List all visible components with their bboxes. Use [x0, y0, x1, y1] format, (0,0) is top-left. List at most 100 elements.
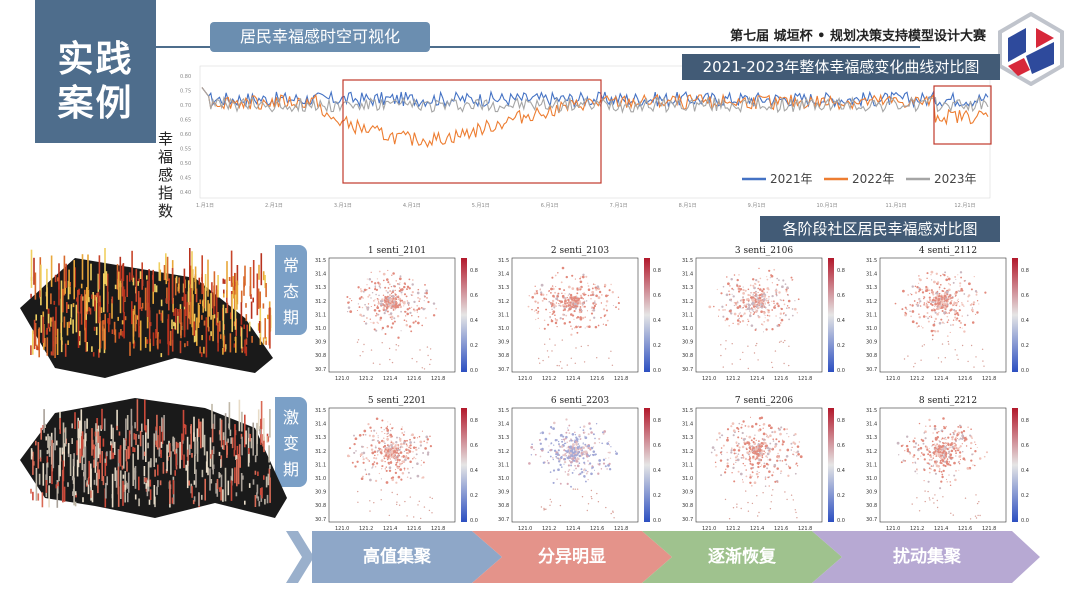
terrain-bar: [51, 440, 54, 472]
map-point: [398, 461, 400, 463]
map-point: [757, 291, 759, 294]
terrain-bar: [87, 254, 89, 289]
map-point: [738, 304, 742, 308]
map-point: [777, 452, 779, 455]
map-point: [377, 436, 379, 439]
terrain-bar: [257, 288, 260, 309]
map-point: [909, 453, 911, 455]
map-point: [775, 294, 778, 297]
map-point: [778, 279, 780, 281]
map-point: [721, 305, 724, 308]
map-y-tick: 31.2: [682, 449, 693, 455]
map-point: [602, 462, 606, 465]
map-point: [423, 300, 425, 302]
map-point: [946, 304, 948, 306]
series-line: [201, 87, 989, 149]
map-point: [372, 466, 374, 468]
map-point: [757, 443, 760, 446]
map-point: [384, 309, 388, 312]
map-point: [754, 434, 756, 436]
map-point: [924, 437, 927, 440]
map-point: [755, 344, 757, 347]
map-point: [398, 448, 401, 451]
terrain-bar: [89, 308, 92, 315]
map-y-tick: 31.1: [315, 462, 326, 468]
map-point: [975, 443, 977, 446]
terrain-bar: [257, 323, 260, 331]
map-point: [576, 331, 579, 334]
map-point: [926, 448, 929, 451]
map-point: [764, 451, 767, 454]
color-bar: [461, 258, 467, 372]
map-point: [776, 277, 779, 280]
map-point: [955, 452, 957, 454]
map-x-tick: 121.8: [982, 376, 996, 382]
terrain-bar: [158, 447, 161, 457]
map-point: [594, 300, 596, 302]
terrain-bar: [71, 438, 73, 444]
map-point: [745, 298, 749, 301]
terrain-bar: [188, 444, 191, 455]
map-point: [383, 455, 385, 458]
map-point: [389, 358, 391, 361]
map-point: [610, 350, 612, 352]
map-point: [732, 429, 736, 433]
header-divider: [156, 46, 920, 48]
color-bar: [828, 408, 834, 522]
terrain-bar: [120, 470, 122, 499]
terrain-bar: [217, 312, 219, 326]
map-point: [557, 468, 560, 472]
map-point: [384, 301, 386, 303]
map-point: [731, 447, 733, 449]
terrain-bar: [113, 441, 116, 455]
color-bar-tick: 0.8: [470, 268, 478, 274]
map-point: [401, 299, 404, 302]
map-point: [567, 285, 571, 289]
map-point: [565, 275, 568, 279]
terrain-bar: [87, 289, 90, 301]
terrain-bar: [51, 465, 53, 485]
map-point: [419, 349, 421, 351]
map-point: [394, 444, 397, 447]
map-point: [579, 306, 582, 308]
map-y-tick: 31.4: [682, 422, 693, 428]
terrain-bar: [45, 436, 47, 441]
map-point: [755, 306, 758, 309]
terrain-bar: [30, 448, 33, 460]
map-point: [608, 457, 610, 459]
map-point: [387, 296, 391, 300]
map-point: [942, 464, 945, 467]
map-point: [380, 499, 382, 501]
terrain-bar: [224, 279, 226, 284]
map-point: [755, 278, 758, 282]
map-point: [909, 310, 911, 313]
terrain-bar: [193, 496, 196, 502]
x-tick-label: 11.月1日: [885, 203, 906, 209]
map-point: [949, 453, 953, 457]
map-point: [741, 424, 743, 426]
terrain-bar: [145, 425, 147, 435]
map-point: [737, 453, 740, 455]
map-point: [546, 460, 549, 462]
map-point: [786, 286, 789, 290]
map-point: [940, 298, 943, 301]
map-point: [742, 457, 745, 459]
map-point: [771, 448, 773, 450]
map-point: [422, 452, 425, 454]
terrain-bar: [183, 309, 186, 338]
map-point: [985, 451, 989, 454]
terrain-bar: [110, 443, 113, 460]
map-point: [758, 267, 760, 270]
map-point: [952, 295, 954, 298]
map-point: [937, 451, 940, 453]
map-point: [375, 417, 379, 421]
terrain-bar: [79, 445, 81, 464]
map-point: [762, 306, 765, 308]
map-point: [536, 301, 540, 304]
map-point: [974, 441, 976, 443]
map-point: [573, 305, 575, 307]
stage-shape: [312, 531, 502, 583]
map-point: [947, 298, 949, 301]
map-point: [574, 362, 576, 364]
map-point: [932, 308, 935, 310]
